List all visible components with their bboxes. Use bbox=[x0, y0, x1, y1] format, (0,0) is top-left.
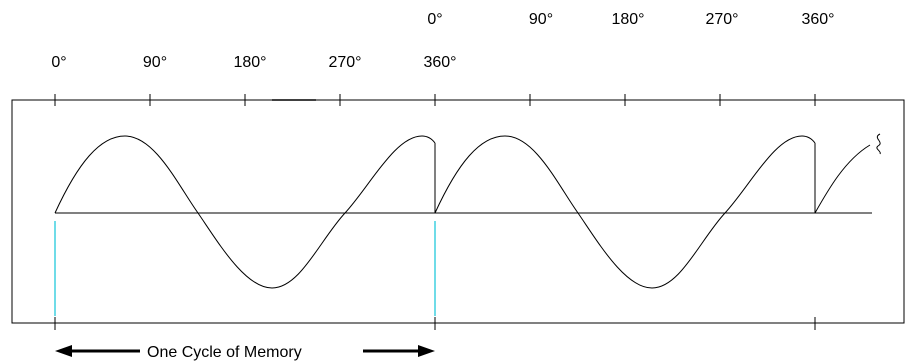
squiggle-break-icon bbox=[876, 133, 881, 155]
second-cycle-degree-label: 0° bbox=[427, 11, 442, 28]
second-cycle-degree-label: 90° bbox=[529, 11, 553, 28]
cycle-caption-text: One Cycle of Memory bbox=[147, 344, 302, 361]
second-cycle-degree-label: 360° bbox=[801, 11, 834, 28]
bottom-ticks bbox=[54, 317, 816, 330]
sine-wave-cycle-3-start bbox=[814, 144, 871, 214]
first-cycle-degree-label: 360° bbox=[423, 54, 456, 71]
top-ticks bbox=[54, 94, 816, 106]
second-cycle-degree-label: 270° bbox=[705, 11, 738, 28]
second-cycle-degree-label: 180° bbox=[611, 11, 644, 28]
diagram-frame bbox=[11, 99, 905, 324]
first-cycle-degree-label: 0° bbox=[51, 54, 66, 71]
arrow-right-icon bbox=[363, 345, 435, 357]
second-cycle-degree-labels: 0° 90° 180° 270° 360° bbox=[427, 11, 834, 28]
first-cycle-degree-label: 270° bbox=[328, 54, 361, 71]
sine-wave-cycle-2 bbox=[434, 135, 816, 289]
first-cycle-degree-labels: 0° 90° 180° 270° 360° bbox=[51, 54, 456, 71]
sine-wave-cycle-1 bbox=[54, 135, 436, 289]
first-cycle-degree-label: 90° bbox=[143, 54, 167, 71]
arrow-left-icon bbox=[55, 345, 140, 357]
cycle-caption: One Cycle of Memory bbox=[55, 344, 435, 361]
first-cycle-degree-label: 180° bbox=[233, 54, 266, 71]
